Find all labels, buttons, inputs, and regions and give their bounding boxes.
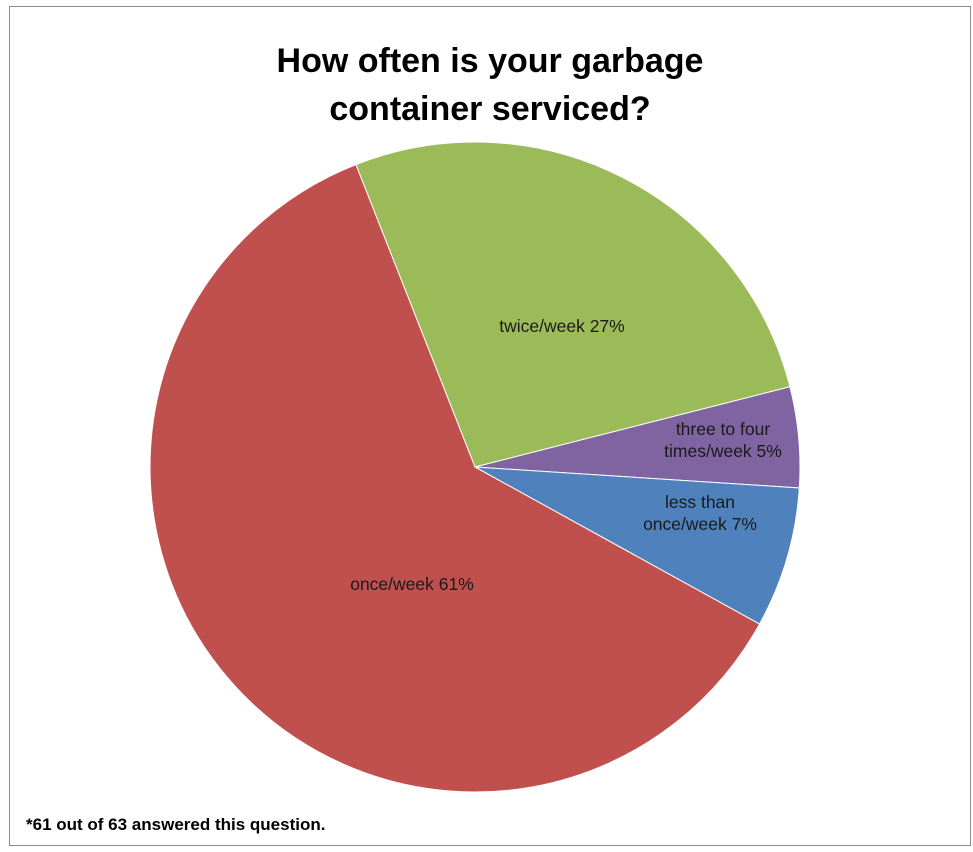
- pie-slice-0: [355, 141, 791, 468]
- chart-title-line-2: container serviced?: [329, 90, 651, 128]
- pie-slice-label-0: twice/week 27%: [499, 316, 624, 336]
- chart-title: How often is your garbage container serv…: [10, 37, 970, 133]
- pie-slice-label-1-line-1: times/week 5%: [664, 441, 782, 461]
- pie-slice-label-3-line-0: once/week 61%: [350, 574, 474, 594]
- pie-slice-label-1: three to four times/week 5%: [664, 419, 782, 461]
- pie-slice-label-0-line-0: twice/week 27%: [499, 316, 624, 336]
- pie-slice-label-1-line-0: three to four: [676, 419, 771, 439]
- footnote: *61 out of 63 answered this question.: [26, 815, 326, 834]
- pie-slices: [149, 141, 801, 793]
- pie-slice-2: [474, 466, 800, 625]
- pie-slice-label-2: less than once/week 7%: [643, 492, 757, 534]
- pie-slice-label-2-line-1: once/week 7%: [643, 514, 757, 534]
- pie-slice-label-2-line-0: less than: [665, 492, 735, 512]
- chart-title-line-1: How often is your garbage: [276, 42, 704, 80]
- pie-slice-3: [149, 163, 761, 793]
- pie-slice-label-3: once/week 61%: [350, 574, 474, 594]
- pie-labels: twice/week 27% three to four times/week 5%…: [350, 316, 782, 594]
